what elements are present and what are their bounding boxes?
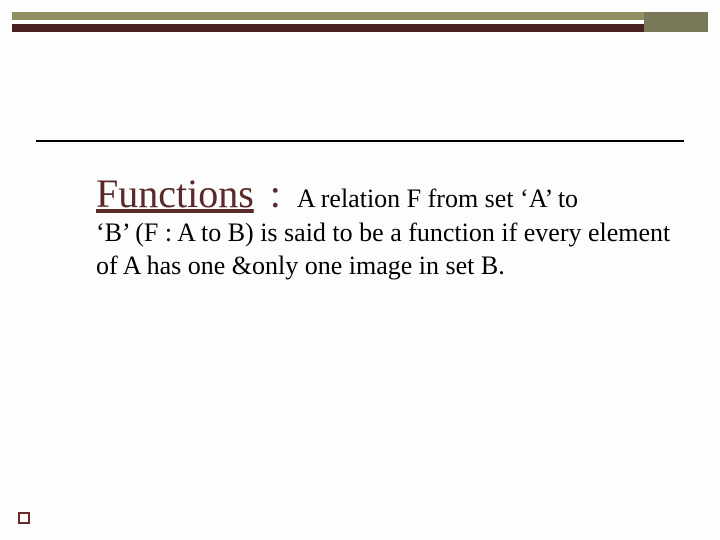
- header-bars: [0, 0, 720, 46]
- header-accent-block: [644, 12, 708, 32]
- header-bar-lower: [12, 24, 708, 32]
- header-bar-upper: [12, 12, 708, 20]
- heading-colon: :: [260, 171, 291, 216]
- title-divider: [36, 140, 684, 142]
- slide-content: Functions : A relation F from set ‘A’ to…: [96, 170, 690, 282]
- definition-body: ‘B’ (F : A to B) is said to be a functio…: [96, 217, 690, 282]
- corner-square-icon: [18, 512, 30, 524]
- slide-heading: Functions: [96, 171, 254, 216]
- definition-line1: A relation F from set ‘A’ to: [297, 184, 578, 213]
